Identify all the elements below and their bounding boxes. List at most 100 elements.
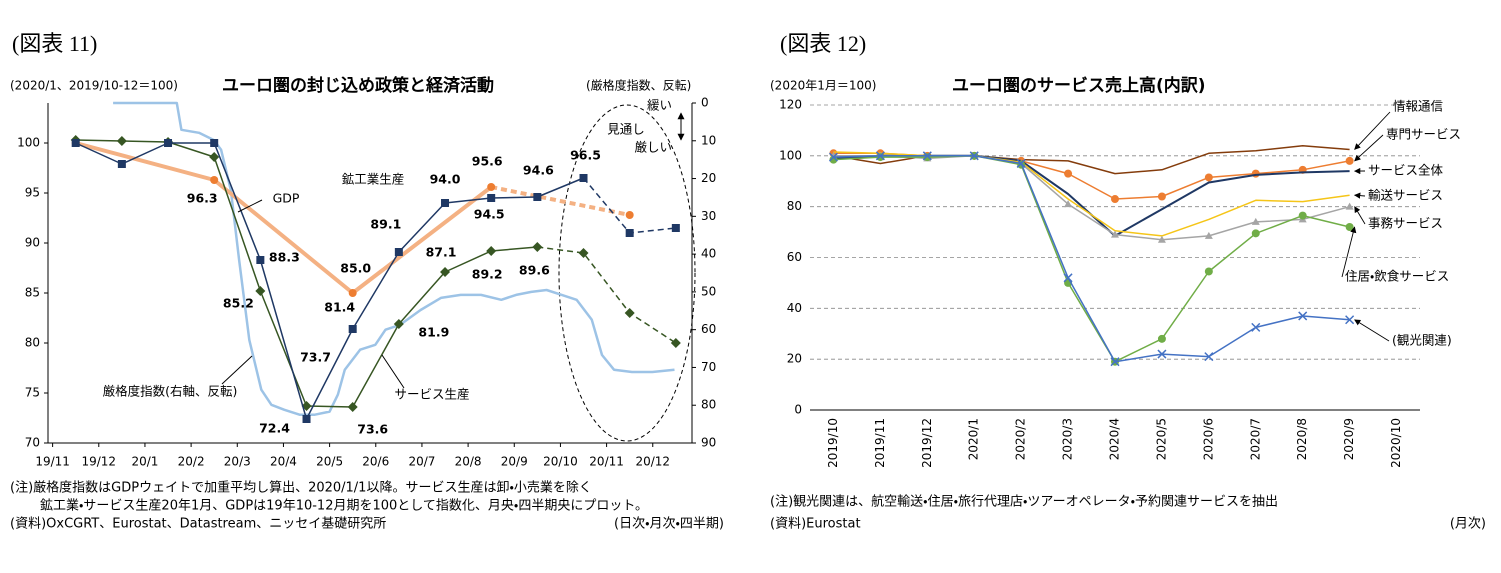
point-marker — [348, 289, 357, 297]
y2-tick-label: 20 — [701, 171, 716, 185]
label-arrow — [1353, 192, 1366, 199]
series-label: 厳格度指数(右軸、反転) — [103, 384, 238, 399]
point-marker — [302, 415, 311, 423]
x-tick-label: 2019/10 — [826, 418, 840, 468]
y-tick-label: 0 — [794, 403, 802, 417]
point-marker — [487, 183, 496, 191]
series-label: GDP — [273, 191, 300, 206]
series-line — [75, 141, 493, 295]
chart-title: ユーロ圏の封じ込め政策と経済活動 — [222, 75, 494, 96]
point-marker — [348, 325, 357, 333]
chart-title: ユーロ圏のサービス売上高(内訳) — [952, 75, 1206, 96]
series-label: 情報通信 — [1393, 99, 1444, 114]
x-tick-label: 20/3 — [224, 455, 251, 469]
y2-title: (厳格度指数、反転) — [586, 78, 691, 93]
point-marker — [1345, 202, 1354, 210]
point-marker — [393, 319, 404, 329]
point-marker — [1298, 211, 1307, 220]
point-marker — [1064, 200, 1073, 208]
point-marker — [1064, 169, 1073, 178]
y2-tick-label: 50 — [701, 284, 716, 298]
label-arrow — [1354, 111, 1391, 150]
y-tick-label: 75 — [25, 386, 40, 400]
point-marker — [1251, 322, 1261, 332]
y-tick-label: 85 — [25, 286, 40, 300]
y2-tick-label: 90 — [701, 436, 716, 450]
series-line — [113, 101, 675, 416]
point-marker — [116, 136, 127, 146]
x-tick-label: 2020/9 — [1342, 418, 1356, 460]
x-tick-label: 2020/6 — [1201, 418, 1215, 460]
point-marker — [256, 256, 265, 264]
data-label: 96.5 — [570, 148, 601, 163]
data-label: 73.7 — [300, 350, 331, 365]
x-tick-label: 2020/2 — [1014, 418, 1028, 460]
y2-tick-label: 70 — [701, 360, 716, 374]
annotation: 厳しい — [634, 140, 672, 155]
x-tick-label: 20/5 — [316, 455, 343, 469]
point-marker — [1157, 192, 1166, 201]
y2-tick-label: 60 — [701, 322, 716, 336]
point-marker — [1345, 223, 1354, 231]
y-tick-label: 100 — [17, 136, 40, 150]
note: (資料)Eurostat — [770, 517, 861, 532]
figure-label: (図表 11) — [12, 31, 97, 56]
x-tick-label: 20/7 — [408, 455, 435, 469]
point-marker — [1204, 231, 1213, 239]
series-label: 鉱工業生産 — [342, 172, 405, 187]
point-marker — [1204, 352, 1214, 362]
data-label: 89.1 — [370, 217, 401, 232]
point-marker — [394, 248, 403, 256]
figure-label: (図表 12) — [780, 31, 866, 56]
x-tick-label: 20/9 — [501, 455, 528, 469]
point-marker — [1157, 334, 1166, 343]
y2-tick-label: 80 — [701, 398, 716, 412]
x-tick-label: 20/2 — [178, 455, 205, 469]
data-label: 96.3 — [187, 191, 218, 206]
series-label: 住居・飲食サービス — [1345, 269, 1449, 284]
annotation: 緩い — [647, 98, 672, 113]
y-tick-label: 70 — [25, 436, 40, 450]
label-arrow — [1341, 226, 1357, 278]
point-marker — [347, 402, 358, 412]
point-marker — [1204, 267, 1213, 276]
point-marker — [532, 242, 543, 252]
label-arrow — [1354, 319, 1390, 342]
data-label: 72.4 — [259, 421, 290, 436]
point-marker — [670, 338, 681, 348]
data-label: 73.6 — [357, 422, 388, 437]
note: 鉱工業・サービス生産20年1月、GDPは19年10-12月期を100として指数化… — [40, 498, 648, 514]
series-label: 事務サービス — [1368, 216, 1443, 231]
y2-tick-label: 40 — [701, 247, 716, 261]
point-marker — [486, 246, 497, 256]
y-tick-label: 100 — [779, 148, 802, 162]
leader-line — [381, 354, 405, 389]
point-marker — [876, 153, 885, 162]
point-marker — [922, 151, 932, 161]
series-line — [75, 142, 584, 420]
point-marker — [440, 267, 451, 277]
x-tick-label: 2020/7 — [1248, 418, 1262, 460]
x-tick-label: 2020/5 — [1154, 418, 1168, 460]
x-tick-label: 20/4 — [270, 455, 297, 469]
frequency-note: (月次) — [1450, 517, 1486, 532]
note: (資料)OxCGRT、Eurostat、Datastream、ニッセイ基礎研究所 — [10, 516, 386, 532]
series-line — [490, 185, 631, 217]
y2-tick-label: 0 — [701, 96, 709, 110]
point-marker — [1063, 273, 1073, 283]
point-marker — [671, 224, 680, 232]
y-tick-label: 20 — [787, 352, 802, 366]
y-tick-label: 40 — [787, 301, 802, 315]
x-tick-label: 20/12 — [635, 455, 670, 469]
data-label: 87.1 — [426, 245, 457, 260]
data-label: 85.2 — [223, 296, 254, 311]
y2-tick-label: 10 — [701, 133, 716, 147]
data-label: 94.6 — [523, 163, 554, 178]
note: (注)観光関連は、航空輸送・住居・旅行代理店・ツアーオペレータ・予約関連サービス… — [770, 495, 1278, 510]
point-marker — [1204, 173, 1213, 182]
point-marker — [578, 248, 589, 258]
series-line — [537, 246, 677, 344]
chart-subtitle: (2020/1、2019/10-12＝100) — [10, 79, 178, 93]
